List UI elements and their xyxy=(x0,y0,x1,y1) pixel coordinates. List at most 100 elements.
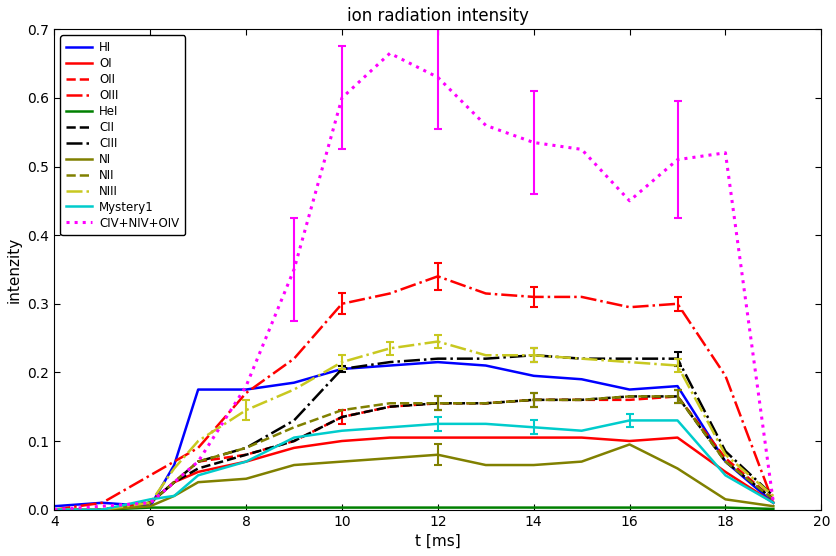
NIII xyxy=(432,338,442,345)
CIII xyxy=(169,479,179,485)
CIV+NIV+OIV xyxy=(145,499,155,506)
OIII xyxy=(480,290,490,297)
NI xyxy=(241,475,251,482)
CIII xyxy=(145,499,155,506)
CII xyxy=(432,400,442,406)
Line: NII: NII xyxy=(54,396,772,510)
OII xyxy=(671,393,681,400)
Mystery1 xyxy=(145,496,155,503)
CIV+NIV+OIV xyxy=(241,383,251,389)
Legend: HI, OI, OII, OIII, HeI, CII, CIII, NI, NII, NIII, Mystery1, CIV+NIV+OIV: HI, OI, OII, OIII, HeI, CII, CIII, NI, N… xyxy=(60,35,185,235)
Line: CIII: CIII xyxy=(54,355,772,510)
CII xyxy=(767,496,777,503)
OII xyxy=(720,455,730,461)
CIII xyxy=(480,355,490,362)
HeI xyxy=(720,504,730,511)
OIII xyxy=(528,294,538,300)
NII xyxy=(169,479,179,485)
HeI xyxy=(767,505,777,512)
CIV+NIV+OIV xyxy=(528,139,538,146)
CIV+NIV+OIV xyxy=(480,122,490,128)
OIII xyxy=(432,273,442,280)
CII xyxy=(480,400,490,406)
OI xyxy=(576,434,586,441)
HeI xyxy=(528,504,538,511)
Mystery1 xyxy=(576,428,586,434)
OI xyxy=(671,434,681,441)
OI xyxy=(241,458,251,465)
CII xyxy=(720,458,730,465)
CIII xyxy=(241,445,251,451)
HI xyxy=(193,386,203,393)
CIV+NIV+OIV xyxy=(49,507,59,513)
OI xyxy=(624,438,634,444)
OII xyxy=(385,403,395,410)
CIV+NIV+OIV xyxy=(767,499,777,506)
NIII xyxy=(671,362,681,369)
OIII xyxy=(288,355,298,362)
OI xyxy=(720,469,730,475)
HeI xyxy=(288,504,298,511)
NIII xyxy=(193,438,203,444)
NI xyxy=(720,496,730,503)
HI xyxy=(49,503,59,509)
OI xyxy=(97,507,107,513)
Line: CIV+NIV+OIV: CIV+NIV+OIV xyxy=(54,53,772,510)
CII xyxy=(169,479,179,485)
NII xyxy=(49,507,59,513)
NI xyxy=(97,507,107,513)
CII xyxy=(288,438,298,444)
HeI xyxy=(480,504,490,511)
NI xyxy=(49,507,59,513)
HI xyxy=(288,379,298,386)
HI xyxy=(480,362,490,369)
Line: HI: HI xyxy=(54,362,772,506)
NIII xyxy=(241,407,251,414)
CIV+NIV+OIV xyxy=(671,156,681,163)
HI xyxy=(97,499,107,506)
HI xyxy=(385,362,395,369)
NII xyxy=(241,445,251,451)
HeI xyxy=(576,504,586,511)
Mystery1 xyxy=(385,424,395,431)
HI xyxy=(624,386,634,393)
Mystery1 xyxy=(193,472,203,479)
NII xyxy=(576,396,586,403)
Line: HeI: HeI xyxy=(54,508,772,510)
NI xyxy=(145,503,155,509)
CII xyxy=(145,499,155,506)
NII xyxy=(671,393,681,400)
OIII xyxy=(720,373,730,379)
HI xyxy=(169,461,179,468)
OIII xyxy=(624,304,634,311)
NI xyxy=(576,458,586,465)
CIII xyxy=(720,448,730,455)
Mystery1 xyxy=(97,507,107,513)
HI xyxy=(145,503,155,509)
HI xyxy=(432,359,442,365)
OI xyxy=(337,438,347,444)
OI xyxy=(432,434,442,441)
NII xyxy=(337,407,347,414)
CII xyxy=(193,465,203,472)
OII xyxy=(288,438,298,444)
CIV+NIV+OIV xyxy=(624,197,634,204)
NI xyxy=(337,458,347,465)
Mystery1 xyxy=(671,417,681,424)
Line: NI: NI xyxy=(54,444,772,510)
Mystery1 xyxy=(49,507,59,513)
Mystery1 xyxy=(720,472,730,479)
OII xyxy=(49,507,59,513)
OII xyxy=(145,499,155,506)
Line: Mystery1: Mystery1 xyxy=(54,420,772,510)
Mystery1 xyxy=(169,493,179,499)
NII xyxy=(145,499,155,506)
NIII xyxy=(767,493,777,499)
NIII xyxy=(528,352,538,359)
Line: OI: OI xyxy=(54,438,772,510)
Mystery1 xyxy=(528,424,538,431)
NI xyxy=(671,465,681,472)
NII xyxy=(193,458,203,465)
CIII xyxy=(288,417,298,424)
NI xyxy=(432,451,442,458)
